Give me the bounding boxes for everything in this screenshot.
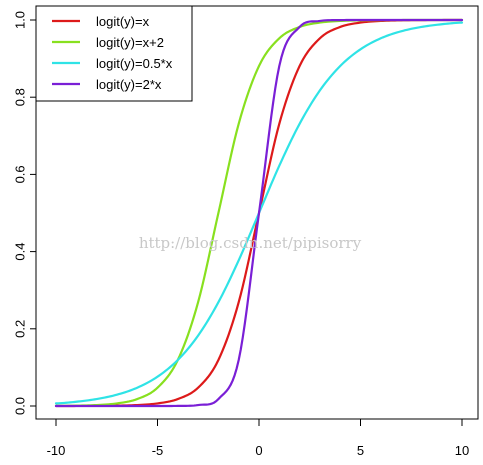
x-tick-label: -10 bbox=[47, 443, 66, 458]
y-tick-label: 0.0 bbox=[12, 397, 27, 415]
legend-label: logit(y)=2*x bbox=[96, 77, 162, 92]
y-tick-label: 0.2 bbox=[12, 320, 27, 338]
y-tick-label: 0.8 bbox=[12, 88, 27, 106]
x-tick-label: 5 bbox=[357, 443, 364, 458]
legend-box bbox=[35, 5, 193, 102]
y-tick-label: 0.4 bbox=[12, 243, 27, 261]
y-axis: 0.0 0.2 0.4 0.6 0.8 1.0 bbox=[12, 11, 37, 415]
x-tick-label: -5 bbox=[152, 443, 164, 458]
legend-label: logit(y)=x+2 bbox=[96, 35, 164, 50]
legend: logit(y)=x logit(y)=x+2 logit(y)=0.5*x logi… bbox=[35, 5, 193, 102]
watermark: http://blog.csdn.net/pipisorry bbox=[139, 234, 362, 252]
x-tick-label: 0 bbox=[255, 443, 262, 458]
series-layer bbox=[54, 18, 464, 408]
x-axis: -10 -5 0 5 10 bbox=[47, 418, 469, 458]
legend-label: logit(y)=x bbox=[96, 14, 150, 29]
y-tick-label: 0.6 bbox=[12, 165, 27, 183]
y-tick-label: 1.0 bbox=[12, 11, 27, 29]
legend-label: logit(y)=0.5*x bbox=[96, 56, 173, 71]
x-tick-label: 10 bbox=[455, 443, 469, 458]
series-line-4 bbox=[54, 18, 464, 408]
